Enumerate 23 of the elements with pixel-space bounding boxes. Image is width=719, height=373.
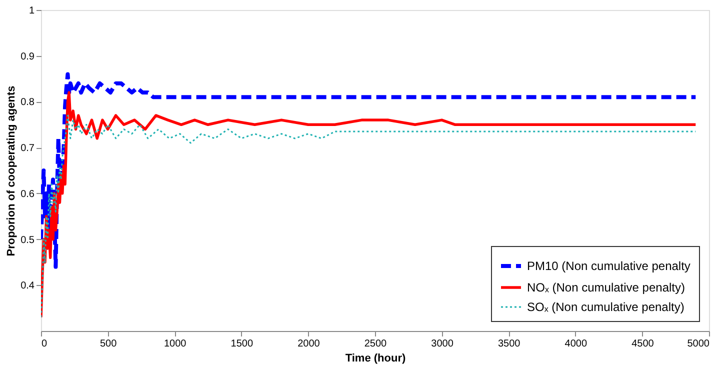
x-tick-label: 4500 [632,338,654,350]
legend-label: PM10 (Non cumulative penalty [527,259,690,273]
y-axis-title: Proporion of cooperating agents [6,86,18,256]
x-tick-label: 3000 [431,338,454,350]
x-tick-label: 5000 [687,338,710,350]
y-tick-label: 0.8 [20,97,35,108]
y-tick-label: 1 [28,6,35,16]
y-tick-label: 0.9 [20,51,35,62]
x-tick-label: 1000 [164,338,187,350]
legend-label: SOₓ (Non cumulative penalty) [527,300,684,314]
x-axis-title: Time (hour) [345,352,406,364]
y-tick-label: 0.4 [20,280,35,292]
y-tick-label: 0.6 [20,188,35,200]
y-tick-label: 0.5 [20,234,35,246]
y-tick-label: 0.7 [20,143,35,154]
x-tick-label: 2000 [298,338,320,350]
x-tick-label: 1500 [230,338,254,350]
legend-label: NOₓ (Non cumulative penalty) [527,280,685,294]
x-tick-label: 3500 [498,338,521,350]
x-tick-label: 0 [42,338,48,350]
x-tick-label: 2500 [364,338,388,350]
x-tick-label: 500 [100,338,118,350]
x-tick-label: 4000 [564,338,588,350]
